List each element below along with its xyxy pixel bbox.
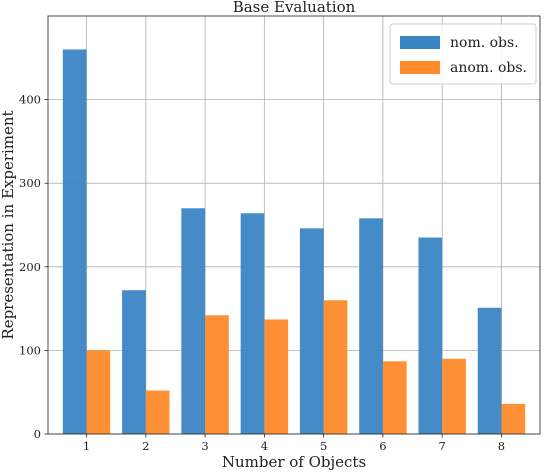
x-tick-label: 2	[142, 439, 149, 453]
bar-anom-obs	[205, 315, 229, 434]
bars	[62, 49, 526, 434]
x-tick-label: 3	[201, 439, 208, 453]
y-tick-label: 100	[19, 343, 41, 357]
legend-swatch-nom-obs	[400, 36, 440, 49]
x-tick-label: 6	[379, 439, 386, 453]
y-axis-label: Representation in Experiment	[0, 110, 17, 339]
bar-anom-obs	[382, 361, 407, 434]
x-tick-label: 4	[261, 439, 268, 453]
chart-title: Base Evaluation	[233, 0, 356, 16]
y-tick-label: 400	[19, 93, 41, 107]
x-axis-label: Number of Objects	[222, 453, 366, 471]
x-tick-label: 8	[498, 439, 505, 453]
legend-label-nom-obs: nom. obs.	[450, 35, 519, 51]
bar-nom-obs	[122, 290, 146, 434]
x-tick-label: 1	[83, 439, 90, 453]
y-tick-label: 200	[19, 260, 41, 274]
bar-nom-obs	[181, 208, 206, 434]
axis-ticks: 1 2 3 4 5 6 7 8 0 100 200 300 400	[19, 93, 505, 453]
x-tick-label: 5	[320, 439, 327, 453]
legend: nom. obs. anom. obs.	[389, 23, 537, 85]
bar-nom-obs	[62, 49, 87, 434]
bar-anom-obs	[86, 350, 111, 434]
x-tick-label: 7	[439, 439, 446, 453]
bar-anom-obs	[323, 300, 348, 434]
bar-nom-obs	[359, 218, 383, 434]
plot-frame	[47, 15, 541, 435]
bar-anom-obs	[442, 358, 466, 434]
bar-nom-obs	[418, 237, 443, 434]
bar-anom-obs	[145, 390, 170, 434]
legend-label-anom-obs: anom. obs.	[450, 60, 527, 76]
bar-anom-obs	[264, 319, 289, 434]
bar-nom-obs	[477, 307, 502, 434]
legend-swatch-anom-obs	[400, 61, 440, 74]
bar-nom-obs	[240, 213, 265, 434]
y-tick-label: 0	[34, 427, 41, 441]
bar-nom-obs	[299, 228, 324, 434]
y-tick-label: 300	[19, 176, 41, 190]
bar-anom-obs	[501, 403, 526, 434]
